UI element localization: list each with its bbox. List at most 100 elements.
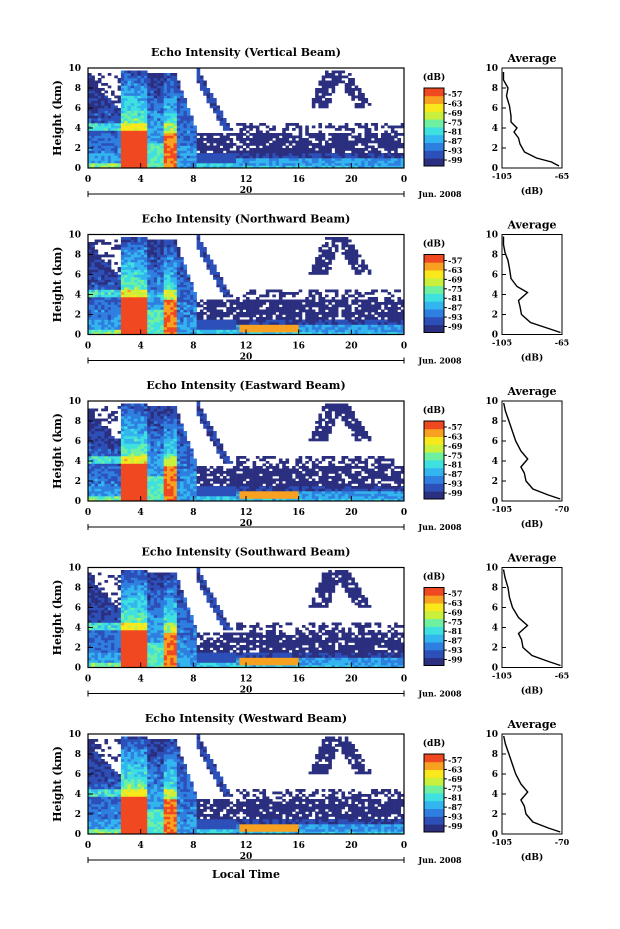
heatmap-cell [163,262,168,265]
heatmap-cell [308,163,313,166]
heatmap-cell [334,78,339,81]
heatmap-cell [91,408,95,412]
heatmap-cell [150,148,155,151]
heatmap-cell [246,314,250,318]
heatmap-cell [130,317,135,320]
heatmap-cell [331,145,336,149]
heatmap-cell [186,297,191,300]
heatmap-cell [180,130,184,134]
heatmap-cell [94,254,99,258]
heatmap-cell [160,165,165,169]
heatmap-cell [295,292,299,295]
heatmap-cell [252,135,257,139]
heatmap-cell [367,163,372,166]
heatmap-cell [338,75,342,79]
heatmap-cell [199,155,204,159]
heatmap-cell [134,165,138,169]
heatmap-cell [173,262,178,265]
heatmap-cell [331,75,336,79]
heatmap-cell [91,252,95,255]
heatmap-cell [167,105,171,109]
heatmap-cell [173,257,178,260]
heatmap-cell [140,155,145,159]
heatmap-cell [94,277,99,280]
heatmap-cell [348,165,352,169]
heatmap-cell [400,153,405,156]
heatmap-cell [127,431,132,434]
heatmap-cell [186,282,191,285]
heatmap-cell [167,277,171,280]
heatmap-cell [127,70,132,74]
heatmap-cell [196,237,201,240]
heatmap-cell [163,113,168,116]
heatmap-cell [275,153,280,156]
heatmap-cell [285,317,290,320]
heatmap-cell [117,100,122,104]
heatmap-cell [120,314,125,318]
heatmap-cell [269,317,273,320]
heatmap-cell [150,294,155,298]
heatmap-cell [249,327,253,330]
heatmap-cell [400,309,405,313]
heatmap-cell [130,466,135,469]
heatmap-cell [348,254,352,258]
heatmap-cell [328,155,332,159]
heatmap-cell [114,476,118,479]
heatmap-cell [88,269,92,273]
heatmap-cell [239,123,244,126]
heatmap-cell [114,327,118,330]
heatmap-cell [265,307,270,310]
heatmap-cell [308,289,313,293]
heatmap-cell [367,128,372,131]
heatmap-cell [127,78,132,81]
heatmap-cell [127,327,132,330]
heatmap-cell [173,322,178,325]
heatmap-cell [190,153,194,156]
heatmap-cell [120,98,125,101]
heatmap-cell [160,299,165,303]
heatmap-cell [295,143,299,146]
heatmap-cell [282,292,286,295]
heatmap-cell [377,324,382,328]
heatmap-cell [259,294,263,298]
heatmap-cell [272,324,276,328]
heatmap-cell [101,332,105,335]
heatmap-cell [134,103,138,106]
heatmap-cell [104,284,109,288]
heatmap-cell [321,307,326,310]
heatmap-cell [292,299,296,303]
heatmap-cell [199,254,204,258]
heatmap-cell [157,85,161,89]
heatmap-cell [367,332,372,335]
heatmap-cell [183,294,188,298]
heatmap-cell [140,297,145,300]
heatmap-cell [120,428,125,432]
heatmap-cell [120,304,125,308]
heatmap-cell [387,155,392,159]
heatmap-cell [88,118,92,121]
heatmap-cell [318,95,323,99]
heatmap-cell [127,438,132,442]
heatmap-cell [160,160,165,164]
heatmap-cell [341,150,346,154]
heatmap-cell [120,237,125,240]
heatmap-cell [91,130,95,134]
heatmap-cell [147,113,151,116]
heatmap-cell [150,133,155,136]
x-tick-label: 12 [240,175,253,185]
heatmap-cell [150,153,155,156]
heatmap-cell [328,143,332,146]
heatmap-cell [209,317,214,320]
heatmap-cell [292,304,296,308]
heatmap-cell [120,284,125,288]
heatmap-cell [180,322,184,325]
heatmap-cell [311,319,316,323]
heatmap-cell [265,155,270,159]
heatmap-cell [117,140,122,144]
heatmap-cell [130,252,135,255]
heatmap-cell [127,244,132,248]
heatmap-cell [130,259,135,263]
heatmap-cell [160,108,165,111]
heatmap-cell [325,304,329,308]
heatmap-cell [173,324,178,328]
